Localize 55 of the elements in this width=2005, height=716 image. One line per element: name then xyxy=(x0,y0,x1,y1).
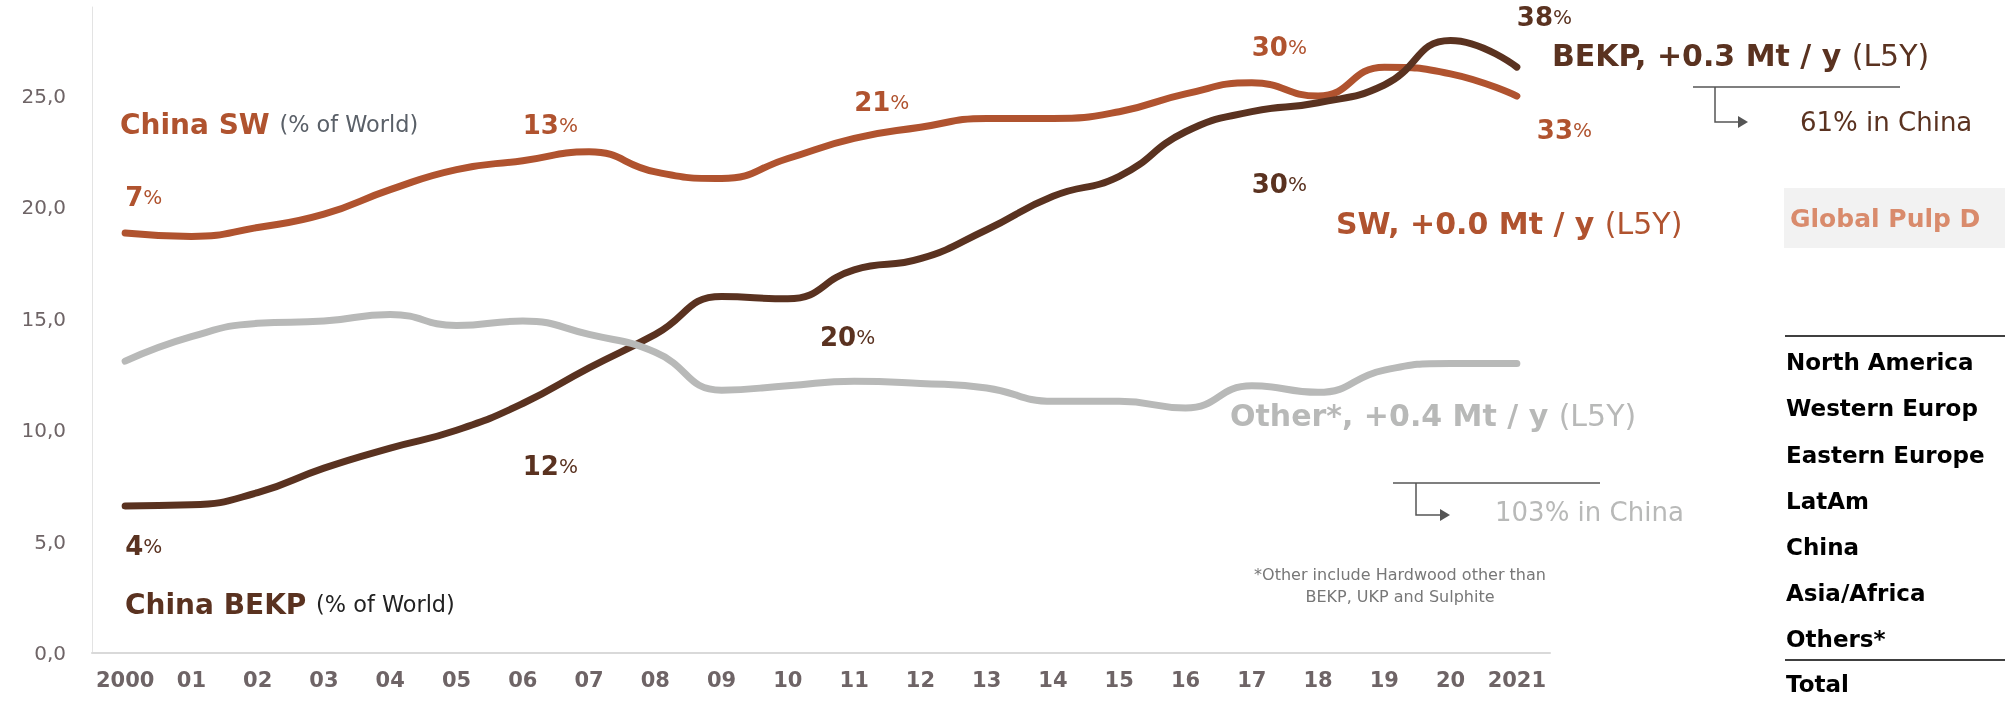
text: China xyxy=(1786,534,1860,560)
x-tick-label: 17 xyxy=(1237,667,1267,692)
x-tick-label: 09 xyxy=(706,667,737,692)
x-tick-label: 13 xyxy=(972,667,1002,692)
x-tick-label: 04 xyxy=(375,667,405,692)
x-tick-label: 20 xyxy=(1435,667,1466,692)
x-tick-label: 11 xyxy=(839,667,869,692)
annotation: 21% xyxy=(854,87,910,118)
x-tick-label: 18 xyxy=(1303,667,1333,692)
text: SW, +0.0 Mt / y (L5Y) xyxy=(1336,205,1683,241)
annotation: 7% xyxy=(125,182,163,213)
x-tick-label: 14 xyxy=(1038,667,1068,692)
annotation: 12% xyxy=(522,450,578,481)
x-tick-label: 07 xyxy=(574,667,604,692)
y-tick-label: 20,0 xyxy=(21,195,66,220)
x-tick-label: 06 xyxy=(508,667,538,692)
annotation: *Other include Hardwood other than BEKP, UKP and Sulphite xyxy=(1254,564,1546,606)
series-label: Other*, +0.4 Mt / y (L5Y) xyxy=(1230,397,1637,433)
y-tick-label: 25,0 xyxy=(21,84,66,109)
annotation: China SW (% of World) xyxy=(120,107,419,141)
x-tick-label: 01 xyxy=(176,667,207,692)
text: Global Pulp D xyxy=(1790,203,1981,233)
text: Eastern Europe xyxy=(1786,442,1985,468)
text: Asia/Africa xyxy=(1786,580,1926,606)
annotation: 20% xyxy=(820,322,876,352)
annotation: China BEKP (% of World) xyxy=(125,587,455,621)
annotation: 33% xyxy=(1536,115,1593,146)
annotation: 30% xyxy=(1251,168,1307,199)
text: Others* xyxy=(1786,626,1886,652)
text: North America xyxy=(1786,349,1974,375)
x-tick-label: 15 xyxy=(1104,667,1134,692)
annotation: 38% xyxy=(1516,2,1573,33)
series-label: BEKP, +0.3 Mt / y (L5Y) xyxy=(1552,37,1930,73)
y-tick-label: 0,0 xyxy=(34,641,66,665)
annotation: 30% xyxy=(1251,31,1307,62)
text: Total xyxy=(1786,671,1849,697)
y-tick-label: 10,0 xyxy=(21,418,66,443)
annotation: 103% in China xyxy=(1495,497,1684,527)
annotation: 4% xyxy=(125,530,163,561)
text: 61% in China xyxy=(1800,107,1973,137)
x-tick-label: 05 xyxy=(441,667,472,692)
text: LatAm xyxy=(1786,488,1869,514)
x-tick-label: 2021 xyxy=(1487,667,1547,692)
x-tick-label: 02 xyxy=(243,667,273,692)
y-tick-label: 15,0 xyxy=(21,306,66,331)
annotation: 13% xyxy=(522,109,578,140)
x-tick-label: 10 xyxy=(773,667,803,692)
x-tick-label: 16 xyxy=(1170,667,1201,692)
text: Western Europ xyxy=(1786,395,1978,421)
y-tick-label: 5,0 xyxy=(34,529,66,554)
x-tick-label: 2000 xyxy=(95,667,155,692)
x-tick-label: 08 xyxy=(640,667,670,692)
x-tick-label: 12 xyxy=(905,667,936,692)
x-tick-label: 03 xyxy=(309,667,339,692)
x-tick-label: 19 xyxy=(1369,667,1399,692)
